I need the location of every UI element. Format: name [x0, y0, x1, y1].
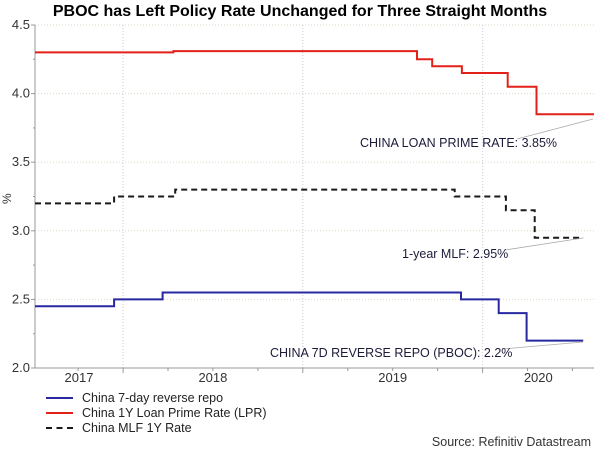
legend-item-repo: China 7-day reverse repo: [46, 390, 267, 405]
y-tick-label: 4.0: [12, 86, 30, 101]
x-tick-label: 2017: [65, 370, 94, 385]
annotation-leader-line: [501, 341, 584, 350]
y-tick-label: 2.5: [12, 291, 30, 306]
annotation-text-2: CHINA 7D REVERSE REPO (PBOC): 2.2%: [270, 346, 512, 360]
annotation-leader-line: [516, 118, 594, 140]
annotation-text-0: CHINA LOAN PRIME RATE: 3.85%: [360, 136, 557, 150]
x-tick-label: 2020: [524, 370, 553, 385]
legend-swatch-lpr-icon: [46, 411, 73, 414]
legend-label-mlf: China MLF 1Y Rate: [82, 420, 192, 435]
annotation-leader-line: [504, 237, 584, 251]
legend-label-repo: China 7-day reverse repo: [82, 390, 224, 405]
legend-swatch-mlf-icon: [46, 426, 73, 429]
chart-title: PBOC has Left Policy Rate Unchanged for …: [52, 3, 548, 20]
annotation-text-1: 1-year MLF: 2.95%: [402, 247, 508, 261]
x-tick-label: 2018: [198, 370, 227, 385]
legend-item-mlf: China MLF 1Y Rate: [46, 420, 267, 435]
x-tick-label: 2019: [378, 370, 407, 385]
legend-label-lpr: China 1Y Loan Prime Rate (LPR): [82, 405, 267, 420]
legend: China 7-day reverse repo China 1Y Loan P…: [46, 390, 267, 435]
series-line-china-7-day-reverse-repo: [35, 291, 584, 342]
legend-item-lpr: China 1Y Loan Prime Rate (LPR): [46, 405, 267, 420]
y-tick-label: 3.5: [12, 154, 30, 169]
y-tick-label: 2.0: [12, 360, 30, 375]
y-tick-label: 3.0: [12, 223, 30, 238]
series-line-china-mlf-1y-rate: [35, 188, 584, 239]
y-tick-label: 4.5: [12, 17, 30, 32]
source-credit: Source: Refinitiv Datastream: [431, 435, 591, 449]
legend-swatch-repo-icon: [46, 396, 73, 399]
series-line-china-1y-loan-prime-rate-lpr-: [35, 50, 594, 116]
